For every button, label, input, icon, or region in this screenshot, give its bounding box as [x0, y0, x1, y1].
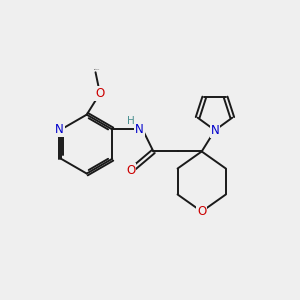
- Text: O: O: [95, 87, 105, 100]
- Text: N: N: [55, 123, 64, 136]
- Text: methoxy: methoxy: [94, 69, 100, 70]
- Text: N: N: [135, 123, 144, 136]
- Text: N: N: [211, 124, 219, 137]
- Text: O: O: [197, 205, 206, 218]
- Text: H: H: [127, 116, 135, 126]
- Text: O: O: [126, 164, 135, 176]
